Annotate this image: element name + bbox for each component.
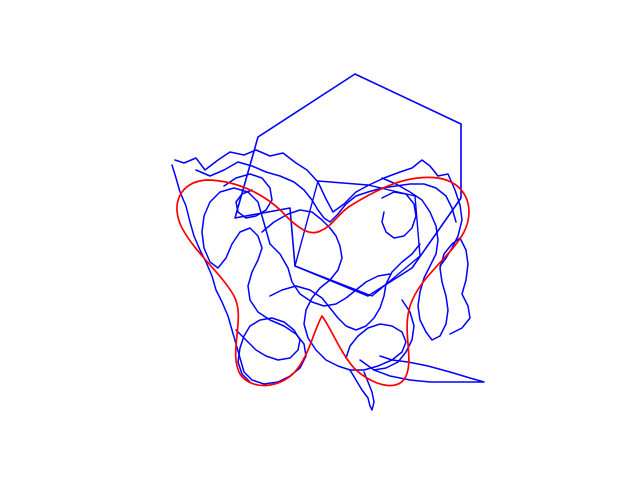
scribble-bottom-tail bbox=[359, 355, 485, 383]
scribble-upper-band bbox=[195, 161, 457, 223]
hexagon-outline bbox=[234, 73, 462, 297]
scribble-group bbox=[171, 149, 485, 411]
scribble-inner-web bbox=[269, 243, 391, 307]
scribble-top-loop-a bbox=[223, 173, 273, 219]
scribble-center-loop bbox=[261, 209, 407, 371]
heart-curve bbox=[176, 176, 470, 387]
scribble-lower-left-loop bbox=[235, 317, 301, 383]
scribble-outer-left-loop bbox=[174, 149, 463, 267]
scribble-left-wave bbox=[171, 164, 307, 385]
scribble-bottom-drip bbox=[349, 369, 375, 411]
scribble-mid-cross bbox=[269, 243, 421, 331]
scribble-top-loop-b bbox=[381, 191, 417, 239]
scribble-right-loop bbox=[381, 177, 471, 341]
